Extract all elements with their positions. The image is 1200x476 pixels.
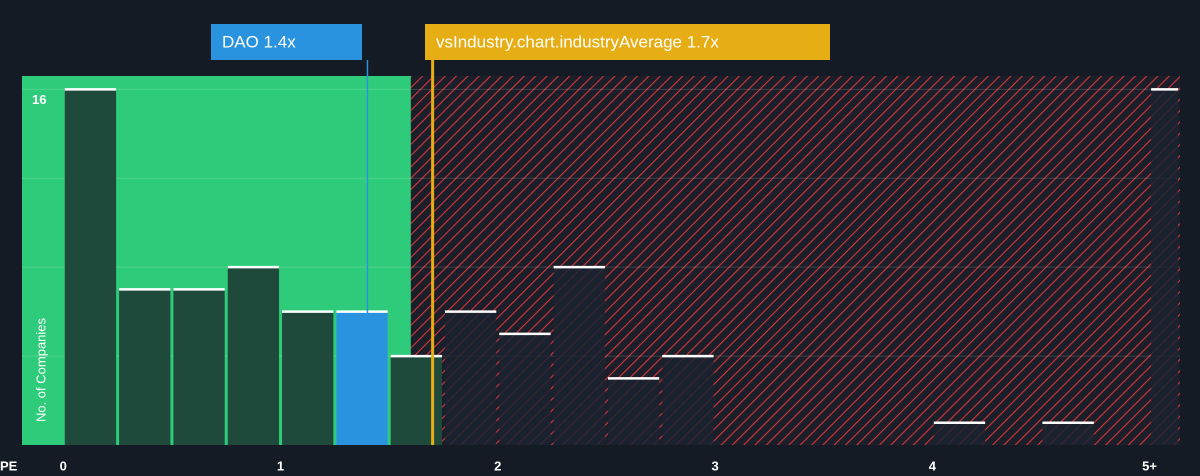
bar — [227, 267, 280, 445]
y-tick-label: 16 — [32, 92, 46, 107]
x-axis-label: PE — [0, 458, 18, 473]
bar — [390, 356, 442, 445]
bar — [662, 356, 714, 445]
x-tick-label: 0 — [60, 458, 67, 473]
bar — [933, 422, 986, 445]
x-tick-label: 2 — [494, 458, 501, 473]
x-tick-label: 1 — [277, 458, 284, 473]
bar — [119, 289, 171, 445]
company-label: DAO 1.4x — [222, 32, 296, 51]
y-axis-label: No. of Companies — [33, 317, 48, 422]
bar — [553, 267, 605, 445]
bar — [173, 289, 225, 445]
bar — [336, 311, 388, 445]
industry-label-box — [425, 24, 830, 60]
bar — [1151, 89, 1178, 446]
company-label-box — [211, 24, 362, 60]
x-tick-label: 3 — [711, 458, 718, 473]
bar — [499, 333, 551, 445]
bar — [607, 378, 660, 445]
industry-label: vsIndustry.chart.industryAverage 1.7x — [436, 32, 719, 51]
bar — [444, 311, 497, 445]
bar — [282, 311, 334, 445]
bar — [64, 89, 117, 446]
x-tick-label: 5+ — [1142, 458, 1157, 473]
x-tick-label: 4 — [929, 458, 937, 473]
bar — [1042, 422, 1094, 445]
